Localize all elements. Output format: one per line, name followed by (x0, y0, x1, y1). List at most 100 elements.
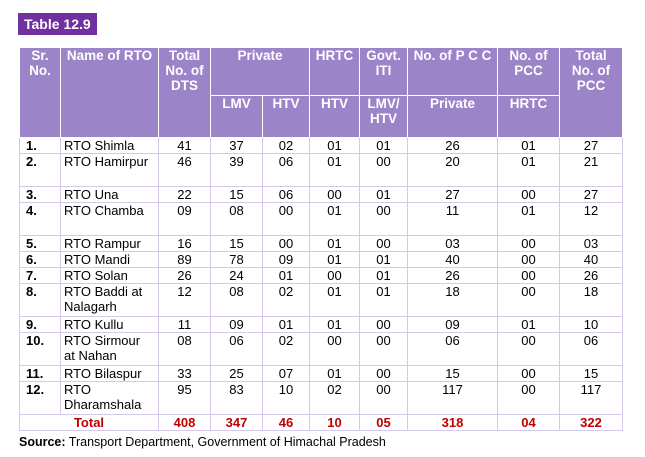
cell-pcc-hrtc: 01 (497, 202, 560, 236)
cell-pcc-pvt: 26 (407, 137, 498, 154)
cell-dts: 95 (158, 381, 211, 415)
cell-pcc-hrtc: 01 (497, 316, 560, 333)
cell-sr-no: 5. (19, 235, 61, 252)
cell-hrtc: 01 (309, 153, 360, 187)
total-hrtc: 10 (309, 414, 360, 431)
cell-lmv: 08 (210, 202, 263, 236)
cell-dts: 09 (158, 202, 211, 236)
cell-pcc-hrtc: 01 (497, 137, 560, 154)
cell-dts: 12 (158, 283, 211, 317)
cell-total: 27 (559, 137, 623, 154)
total-htv: 46 (262, 414, 310, 431)
cell-lmv: 09 (210, 316, 263, 333)
cell-sr-no: 3. (19, 186, 61, 203)
cell-sr-no: 9. (19, 316, 61, 333)
cell-pcc-pvt: 03 (407, 235, 498, 252)
header-hrtc: HRTC (309, 47, 360, 96)
cell-htv: 01 (262, 267, 310, 284)
subheader-hrtc-htv: HTV (309, 95, 360, 138)
cell-pcc-hrtc: 00 (497, 365, 560, 382)
cell-htv: 01 (262, 316, 310, 333)
cell-rto-name: RTO Kullu (60, 316, 159, 333)
table-row: 11. RTO Bilaspur 33 25 07 01 00 15 00 15 (19, 365, 623, 382)
cell-hrtc: 01 (309, 137, 360, 154)
cell-rto-name: RTO Baddi at Nalagarh (60, 283, 159, 317)
total-label: Total (19, 414, 159, 431)
cell-rto-name: RTO Chamba (60, 202, 159, 236)
cell-pcc-pvt: 15 (407, 365, 498, 382)
table-row: 5. RTO Rampur 16 15 00 01 00 03 00 03 (19, 235, 623, 252)
cell-lmv: 39 (210, 153, 263, 187)
cell-rto-name: RTO Una (60, 186, 159, 203)
cell-rto-name: RTO Mandi (60, 251, 159, 268)
cell-lmv: 15 (210, 186, 263, 203)
cell-rto-name: RTO Hamirpur (60, 153, 159, 187)
cell-htv: 00 (262, 235, 310, 252)
cell-sr-no: 8. (19, 283, 61, 317)
total-dts: 408 (158, 414, 211, 431)
cell-lmv: 24 (210, 267, 263, 284)
cell-total: 21 (559, 153, 623, 187)
cell-pcc-pvt: 18 (407, 283, 498, 317)
cell-govt: 01 (359, 186, 408, 203)
cell-govt: 00 (359, 381, 408, 415)
cell-pcc-hrtc: 00 (497, 251, 560, 268)
cell-total: 117 (559, 381, 623, 415)
cell-total: 12 (559, 202, 623, 236)
cell-dts: 89 (158, 251, 211, 268)
header-govt-iti: Govt. ITI (359, 47, 408, 96)
cell-pcc-pvt: 27 (407, 186, 498, 203)
table-row: 8. RTO Baddi at Nalagarh 12 08 02 01 01 18 00 18 (19, 283, 623, 317)
header-no-of-pcc-hrtc: No. of PCC (497, 47, 560, 96)
cell-pcc-hrtc: 00 (497, 332, 560, 366)
cell-dts: 33 (158, 365, 211, 382)
cell-lmv: 37 (210, 137, 263, 154)
total-lmv: 347 (210, 414, 263, 431)
header-no-of-pcc: No. of P C C (407, 47, 498, 96)
cell-pcc-hrtc: 00 (497, 186, 560, 203)
cell-htv: 02 (262, 137, 310, 154)
cell-lmv: 25 (210, 365, 263, 382)
cell-sr-no: 4. (19, 202, 61, 236)
cell-hrtc: 01 (309, 235, 360, 252)
cell-govt: 00 (359, 316, 408, 333)
cell-lmv: 08 (210, 283, 263, 317)
cell-pcc-pvt: 11 (407, 202, 498, 236)
cell-htv: 06 (262, 186, 310, 203)
header-name-of-rto: Name of RTO (60, 47, 159, 138)
cell-govt: 00 (359, 202, 408, 236)
cell-rto-name: RTO Bilaspur (60, 365, 159, 382)
cell-total: 03 (559, 235, 623, 252)
table-row: 1. RTO Shimla 41 37 02 01 01 26 01 27 (19, 137, 623, 154)
cell-govt: 01 (359, 137, 408, 154)
cell-sr-no: 10. (19, 332, 61, 366)
total-pcc-hrtc: 04 (497, 414, 560, 431)
cell-rto-name: RTO Solan (60, 267, 159, 284)
cell-lmv: 06 (210, 332, 263, 366)
cell-govt: 01 (359, 251, 408, 268)
cell-htv: 06 (262, 153, 310, 187)
table-row: 12. RTO Dharamshala 95 83 10 02 00 117 00 117 (19, 381, 623, 415)
cell-sr-no: 2. (19, 153, 61, 187)
cell-htv: 02 (262, 332, 310, 366)
cell-pcc-pvt: 06 (407, 332, 498, 366)
cell-dts: 26 (158, 267, 211, 284)
cell-hrtc: 01 (309, 365, 360, 382)
cell-total: 26 (559, 267, 623, 284)
cell-dts: 41 (158, 137, 211, 154)
table-number-tag: Table 12.9 (18, 13, 97, 35)
table-row: 3. RTO Una 22 15 06 00 01 27 00 27 (19, 186, 623, 203)
cell-pcc-hrtc: 00 (497, 381, 560, 415)
cell-htv: 09 (262, 251, 310, 268)
cell-sr-no: 7. (19, 267, 61, 284)
subheader-lmv-htv: LMV/ HTV (359, 95, 408, 138)
cell-sr-no: 1. (19, 137, 61, 154)
cell-total: 18 (559, 283, 623, 317)
cell-hrtc: 00 (309, 267, 360, 284)
cell-pcc-pvt: 20 (407, 153, 498, 187)
cell-dts: 16 (158, 235, 211, 252)
cell-hrtc: 00 (309, 332, 360, 366)
subheader-htv: HTV (262, 95, 310, 138)
cell-htv: 00 (262, 202, 310, 236)
cell-pcc-hrtc: 00 (497, 283, 560, 317)
